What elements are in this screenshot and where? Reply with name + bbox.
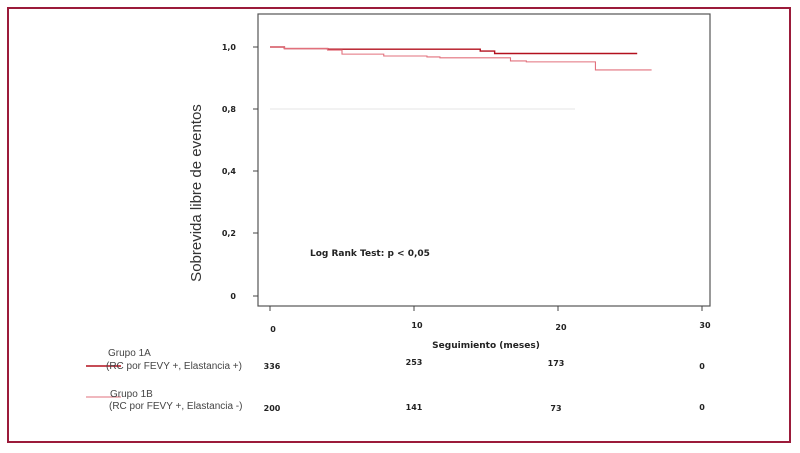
legend-detail: (RC por FEVY +, Elastancia +)	[106, 361, 242, 372]
x-tick-label: 10	[411, 321, 423, 330]
legend-label: Grupo 1A	[108, 348, 151, 359]
x-tick-label: 0	[270, 325, 276, 334]
y-axis-label: Sobrevida libre de eventos	[188, 104, 205, 282]
legend-label: Grupo 1B	[110, 389, 153, 400]
y-tick-label: 0,2	[222, 229, 236, 238]
y-tick-label: 0	[230, 292, 236, 301]
at-risk-count: 73	[550, 404, 561, 413]
y-tick-label: 0,8	[222, 105, 237, 114]
plot-area	[257, 13, 711, 307]
y-tick-label: 1,0	[222, 43, 237, 52]
at-risk-count: 0	[699, 403, 705, 412]
survival-curve-grupo-1a	[270, 46, 638, 55]
at-risk-count: 173	[548, 359, 565, 368]
survival-curve-grupo-1b	[270, 46, 652, 71]
at-risk-count: 0	[699, 362, 705, 371]
at-risk-count: 141	[406, 403, 423, 412]
figure-frame	[7, 7, 791, 443]
legend-detail: (RC por FEVY +, Elastancia -)	[109, 401, 242, 412]
x-tick-label: 30	[699, 321, 711, 330]
y-tick-label: 0,4	[222, 167, 237, 176]
annotation: Log Rank Test: p < 0,05	[310, 249, 430, 259]
x-axis-label: Seguimiento (meses)	[432, 341, 540, 351]
at-risk-count: 253	[406, 358, 423, 367]
at-risk-count: 200	[264, 404, 281, 413]
x-tick-label: 20	[555, 323, 567, 332]
at-risk-count: 336	[264, 362, 281, 371]
